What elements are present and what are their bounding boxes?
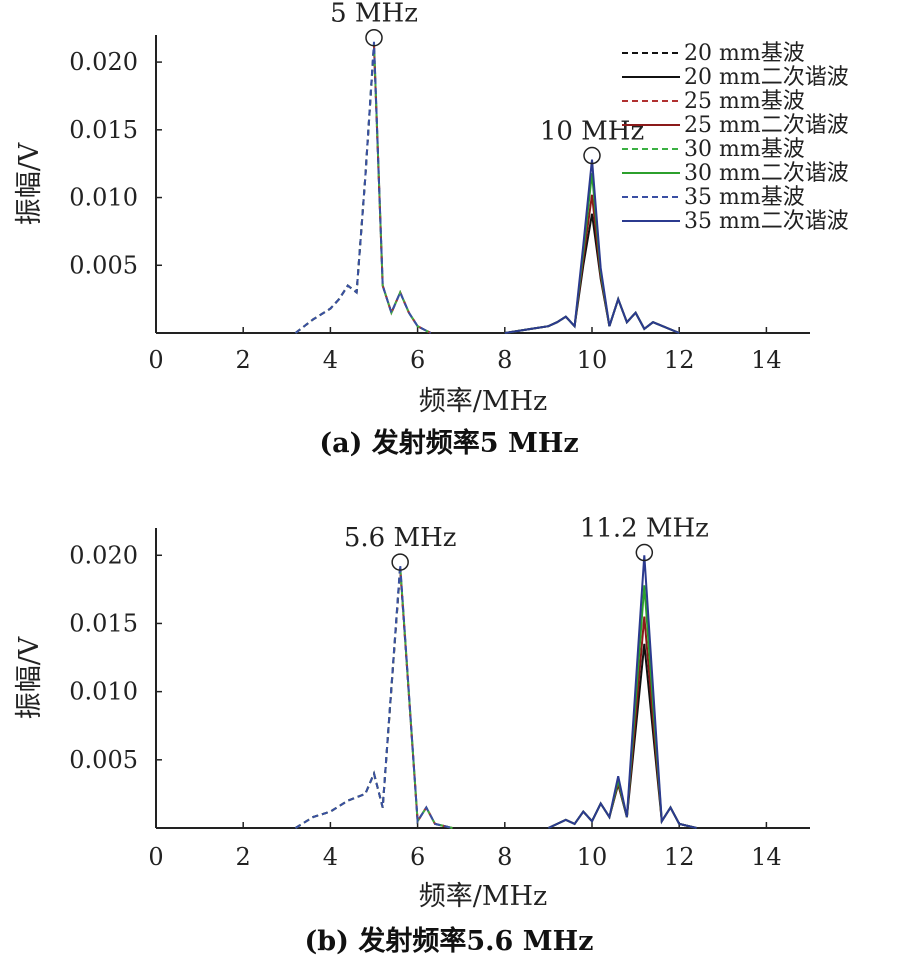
legend-entry: 20 mm二次谐波	[684, 65, 849, 90]
x-tick-label: 12	[664, 843, 695, 871]
x-tick-label: 12	[664, 346, 695, 374]
series-line-7	[504, 159, 680, 334]
x-axis-title: 频率/MHz	[419, 881, 548, 912]
series-line-6	[294, 564, 453, 829]
peak-annotation-label: 10 MHz	[540, 117, 644, 147]
y-axis-title: 振幅/V	[14, 636, 45, 719]
legend-entry: 35 mm基波	[684, 185, 805, 210]
x-tick-label: 10	[577, 843, 608, 871]
x-tick-label: 2	[236, 346, 251, 374]
legend-entry: 30 mm二次谐波	[684, 161, 849, 186]
peak-annotation-label: 5.6 MHz	[344, 523, 457, 553]
x-tick-label: 2	[236, 843, 251, 871]
x-tick-label: 6	[410, 843, 425, 871]
y-tick-label: 0.005	[69, 746, 138, 774]
peak-marker-circle	[391, 553, 409, 571]
peak-annotation-label: 5 MHz	[330, 0, 418, 29]
peak-marker-circle	[583, 146, 601, 165]
legend-entry: 30 mm基波	[684, 137, 805, 162]
y-tick-label: 0.020	[69, 48, 138, 76]
legend-entry: 20 mm基波	[684, 41, 805, 66]
x-tick-label: 8	[497, 346, 512, 374]
chart-panel-b: 0 2 4 6 8 10 12 14 0.005 0.010 0.015 0.020 频率/MHz 振幅/…	[14, 514, 810, 957]
series-line-1	[504, 213, 680, 334]
peak-marker-circle	[635, 543, 654, 562]
x-tick-label: 4	[323, 346, 338, 374]
y-axis-title: 振幅/V	[14, 142, 45, 225]
x-tick-label: 0	[148, 843, 163, 871]
series-line-2	[294, 567, 453, 829]
series-line-7	[547, 555, 697, 829]
x-tick-label: 6	[410, 346, 425, 374]
x-axis-title: 频率/MHz	[419, 386, 548, 417]
y-tick-label: 0.015	[69, 116, 138, 144]
x-tick-label: 14	[751, 346, 782, 374]
y-tick-label: 0.010	[69, 184, 138, 212]
chart-panel-a: 0 2 4 6 8 10 12 14 0.005 0.010 0.015 0.020 频率/MHz 振幅/…	[14, 0, 849, 459]
panel-caption: (b) 发射频率5.6 MHz	[305, 925, 594, 957]
series-line-6	[294, 41, 432, 334]
x-tick-label: 10	[577, 346, 608, 374]
series-line-0	[294, 568, 453, 829]
y-tick-label: 0.015	[69, 609, 138, 637]
x-tick-label: 14	[751, 843, 782, 871]
series-line-2	[294, 44, 432, 334]
x-tick-label: 4	[323, 843, 338, 871]
legend-entry: 35 mm二次谐波	[684, 209, 849, 234]
series-line-4	[294, 43, 432, 334]
series-line-0	[294, 45, 432, 334]
y-tick-label: 0.005	[69, 251, 138, 279]
x-tick-label: 8	[497, 843, 512, 871]
panel-caption: (a) 发射频率5 MHz	[319, 427, 578, 459]
legend-entry: 25 mm基波	[684, 89, 805, 114]
peak-annotation-label: 11.2 MHz	[580, 514, 709, 544]
y-tick-label: 0.010	[69, 678, 138, 706]
y-tick-label: 0.020	[69, 541, 138, 569]
series-line-5	[547, 585, 697, 829]
peak-marker-circle	[365, 28, 383, 47]
series-line-4	[294, 566, 453, 829]
x-tick-label: 0	[148, 346, 163, 374]
legend-entry: 25 mm二次谐波	[684, 113, 849, 138]
